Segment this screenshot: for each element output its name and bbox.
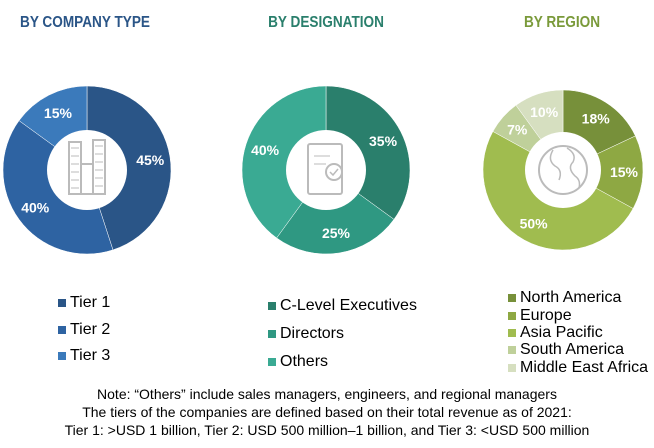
data-label: 25% — [322, 225, 351, 241]
legend-item: Asia Pacific — [508, 324, 603, 342]
note-line: The tiers of the companies are defined b… — [82, 404, 572, 420]
legend-swatch — [508, 312, 516, 320]
legend-label: Asia Pacific — [520, 324, 603, 341]
data-label: 45% — [136, 152, 165, 168]
note-line: Tier 1: >USD 1 billion, Tier 2: USD 500 … — [64, 422, 590, 438]
legend-label: Middle East Africa — [520, 359, 649, 376]
legend-label: Others — [280, 353, 329, 370]
data-label: 50% — [520, 215, 549, 231]
legend-swatch — [58, 299, 66, 307]
legend-swatch — [58, 326, 66, 334]
chart-title-region: BY REGION — [523, 14, 601, 31]
legend-label: South America — [520, 341, 625, 358]
legend-item: Directors — [268, 325, 344, 343]
legend-item: Others — [268, 353, 328, 371]
legend-swatch — [508, 329, 516, 337]
legend-label: Tier 3 — [70, 347, 111, 364]
slice-c-level-executives — [325, 85, 411, 220]
legend-item: North America — [508, 289, 621, 307]
legend-swatch — [268, 330, 276, 338]
legend-item: Europe — [508, 307, 572, 325]
data-label: 7% — [507, 122, 528, 138]
legend-item: Tier 3 — [58, 347, 110, 365]
legend-swatch — [508, 346, 516, 354]
slice-europe — [562, 135, 644, 209]
legend-label: Europe — [520, 307, 572, 324]
legend-swatch — [508, 364, 516, 372]
legend-label: Directors — [280, 325, 345, 342]
donut-hole — [525, 132, 601, 208]
legend-item: Tier 1 — [58, 294, 110, 312]
data-label: 10% — [530, 104, 559, 120]
legend-swatch — [268, 358, 276, 366]
legend-label: C-Level Executives — [280, 297, 417, 314]
legend-item: C-Level Executives — [268, 297, 417, 315]
data-label: 15% — [610, 164, 639, 180]
legend-swatch — [508, 294, 516, 302]
data-label: 40% — [21, 200, 50, 216]
legend-label: Tier 1 — [70, 294, 111, 311]
legend-item: South America — [508, 341, 624, 359]
data-label: 35% — [369, 133, 398, 149]
donut-charts: 45% 40% 15% 35% 25% 40% 18% 15% 50% 7%10% — [2, 85, 644, 255]
legend-swatch — [268, 302, 276, 310]
legend-label: Tier 2 — [70, 321, 111, 338]
certificate-icon — [307, 143, 343, 195]
slice-tier-1 — [86, 85, 172, 251]
slice-others — [241, 85, 327, 239]
buildings-icon — [68, 139, 106, 195]
notes: Note: “Others” include sales managers, e… — [0, 385, 654, 439]
data-label: 40% — [251, 142, 280, 158]
donut-hole — [47, 130, 127, 210]
note-line: Note: “Others” include sales managers, e… — [97, 386, 557, 402]
chart-title-designation: BY DESIGNATION — [268, 14, 384, 31]
legend-label: North America — [520, 289, 622, 306]
legend-item: Tier 2 — [58, 321, 110, 339]
slice-directors — [276, 169, 395, 255]
legend-item: Middle East Africa — [508, 359, 648, 377]
data-label: 18% — [582, 110, 611, 126]
data-label: 15% — [44, 105, 73, 121]
globe-icon — [538, 145, 588, 195]
legend-swatch — [58, 352, 66, 360]
chart-title-company-type: BY COMPANY TYPE — [20, 14, 150, 31]
